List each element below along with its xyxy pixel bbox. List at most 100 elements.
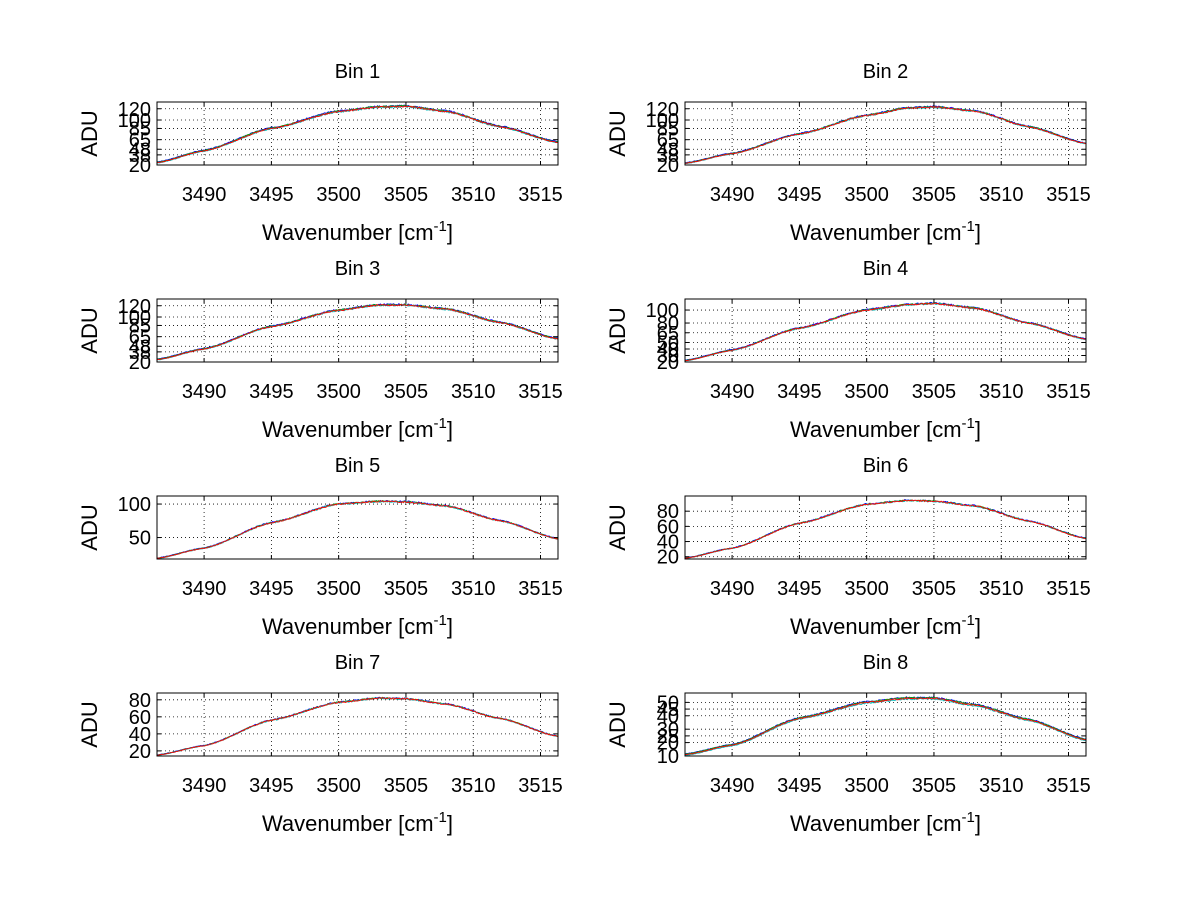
- x-tick-label: 3495: [249, 775, 294, 797]
- y-tick-label: 25: [657, 726, 679, 748]
- y-axis-label: ADU: [77, 307, 102, 353]
- y-tick-label: 60: [129, 707, 151, 729]
- x-tick-label: 3510: [979, 184, 1024, 206]
- y-tick-label: 50: [657, 692, 679, 714]
- x-tick-label: 3515: [1046, 775, 1091, 797]
- x-axis-label-main: Wavenumber [cm: [262, 220, 434, 245]
- x-tick-label: 3510: [451, 184, 496, 206]
- subplot-title: Bin 5: [335, 455, 381, 477]
- x-tick-label: 3515: [518, 578, 563, 600]
- x-axis-label-main: Wavenumber [cm: [790, 417, 962, 442]
- y-tick-label: 50: [657, 333, 679, 355]
- subplot-8: Bin 8 ADU Wavenumber [cm-1] 3490 3495 3500 350…: [605, 652, 1091, 836]
- x-tick-label: 3505: [912, 381, 957, 403]
- x-axis-label-suffix: ]: [975, 417, 981, 442]
- x-tick-label: 3515: [518, 775, 563, 797]
- x-tick-label: 3500: [844, 775, 889, 797]
- y-tick-label: 100: [646, 110, 679, 132]
- axes-box: [156, 298, 559, 363]
- x-axis-label: Wavenumber [cm-1]: [262, 809, 453, 836]
- x-axis-label: Wavenumber [cm-1]: [262, 612, 453, 639]
- x-axis-label-superscript: -1: [434, 809, 447, 826]
- y-tick-label: 50: [129, 528, 151, 550]
- y-tick-label: 20: [129, 352, 151, 374]
- y-axis-label: ADU: [605, 504, 630, 550]
- x-tick-label: 3505: [912, 578, 957, 600]
- y-tick-label: 45: [657, 699, 679, 721]
- y-tick-label: 38: [129, 145, 151, 167]
- x-axis-label: Wavenumber [cm-1]: [790, 218, 981, 245]
- subplot-title: Bin 4: [863, 258, 909, 280]
- x-axis-label: Wavenumber [cm-1]: [790, 809, 981, 836]
- y-tick-label: 65: [129, 130, 151, 152]
- y-tick-label: 65: [657, 130, 679, 152]
- x-axis-label: Wavenumber [cm-1]: [262, 415, 453, 442]
- series-line-4: [156, 304, 559, 361]
- x-tick-label: 3500: [316, 775, 361, 797]
- subplot-title: Bin 1: [335, 61, 381, 83]
- y-tick-label: 60: [657, 516, 679, 538]
- y-tick-label: 20: [129, 155, 151, 177]
- x-axis-label-superscript: -1: [434, 612, 447, 629]
- x-tick-label: 3505: [384, 381, 429, 403]
- y-tick-label: 48: [129, 336, 151, 358]
- subplot-5: Bin 5 ADU Wavenumber [cm-1] 3490 3495 3500 350…: [77, 455, 563, 639]
- axes-box: [156, 101, 559, 166]
- y-tick-label: 20: [657, 352, 679, 374]
- x-axis-label-suffix: ]: [447, 220, 453, 245]
- x-axis-label-suffix: ]: [975, 614, 981, 639]
- y-tick-label: 100: [118, 307, 151, 329]
- x-tick-label: 3490: [710, 184, 755, 206]
- x-tick-label: 3510: [451, 775, 496, 797]
- y-tick-label: 40: [657, 706, 679, 728]
- axes-box: [156, 692, 559, 757]
- y-axis-label: ADU: [605, 701, 630, 747]
- x-axis-label-main: Wavenumber [cm: [262, 417, 434, 442]
- x-tick-label: 3515: [1046, 578, 1091, 600]
- x-tick-label: 3505: [384, 578, 429, 600]
- x-axis-label-main: Wavenumber [cm: [790, 220, 962, 245]
- y-axis-label: ADU: [605, 307, 630, 353]
- y-tick-label: 48: [129, 139, 151, 161]
- x-axis-label-main: Wavenumber [cm: [790, 811, 962, 836]
- y-axis-label: ADU: [605, 110, 630, 156]
- x-axis-label-suffix: ]: [447, 614, 453, 639]
- x-tick-label: 3495: [249, 184, 294, 206]
- x-tick-label: 3505: [912, 775, 957, 797]
- x-tick-label: 3490: [182, 775, 227, 797]
- x-tick-label: 3500: [316, 184, 361, 206]
- x-axis-label: Wavenumber [cm-1]: [262, 218, 453, 245]
- subplot-1: Bin 1 ADU Wavenumber [cm-1] 3490 3495 3500 350…: [77, 61, 563, 245]
- x-tick-label: 3505: [384, 775, 429, 797]
- x-axis-label-main: Wavenumber [cm: [262, 614, 434, 639]
- subplot-3: Bin 3 ADU Wavenumber [cm-1] 3490 3495 3500 350…: [77, 258, 563, 442]
- x-tick-label: 3515: [1046, 184, 1091, 206]
- y-tick-label: 80: [657, 501, 679, 523]
- y-tick-label: 120: [118, 296, 151, 318]
- x-tick-label: 3510: [979, 381, 1024, 403]
- x-axis-label-suffix: ]: [447, 417, 453, 442]
- y-axis-label: ADU: [77, 701, 102, 747]
- x-axis-label-superscript: -1: [962, 612, 975, 629]
- y-tick-label: 40: [657, 339, 679, 361]
- x-tick-label: 3510: [979, 775, 1024, 797]
- y-tick-label: 65: [657, 323, 679, 345]
- series-line-4: [684, 105, 1087, 164]
- subplot-title: Bin 2: [863, 61, 909, 83]
- x-tick-label: 3500: [844, 578, 889, 600]
- axes-box: [684, 298, 1087, 363]
- x-tick-label: 3495: [249, 381, 294, 403]
- y-tick-label: 100: [646, 300, 679, 322]
- series-line-4: [684, 697, 1087, 756]
- y-tick-label: 48: [657, 139, 679, 161]
- x-tick-label: 3515: [518, 184, 563, 206]
- x-tick-label: 3510: [451, 578, 496, 600]
- x-tick-label: 3515: [1046, 381, 1091, 403]
- subplot-title: Bin 7: [335, 652, 381, 674]
- y-axis-label: ADU: [77, 110, 102, 156]
- subplot-6: Bin 6 ADU Wavenumber [cm-1] 3490 3495 3500 350…: [605, 455, 1091, 639]
- x-tick-label: 3500: [316, 578, 361, 600]
- x-tick-label: 3515: [518, 381, 563, 403]
- y-tick-label: 80: [129, 690, 151, 712]
- x-tick-label: 3495: [777, 184, 822, 206]
